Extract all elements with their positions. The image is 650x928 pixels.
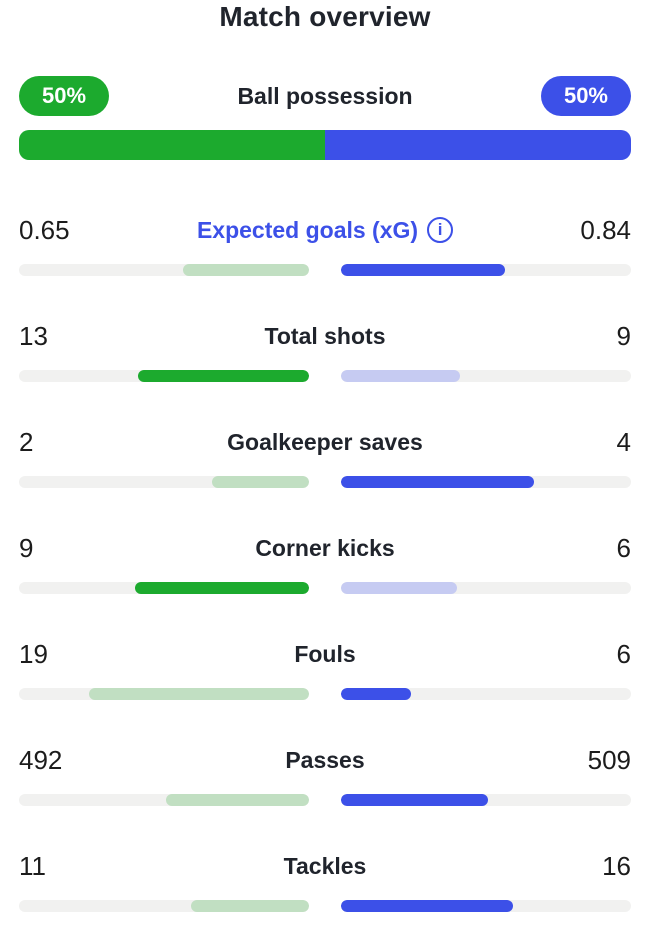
- home-bar-track: [19, 688, 309, 700]
- stat-head: 2 Goalkeeper saves 4: [19, 427, 631, 457]
- stat-bars: [19, 794, 631, 806]
- page-title: Match overview: [219, 1, 431, 32]
- stat-bars: [19, 688, 631, 700]
- possession-header: 50% Ball possession 50%: [19, 76, 631, 116]
- stat-head: 0.65 Expected goals (xG) i 0.84: [19, 215, 631, 245]
- stat-label-text: Passes: [285, 746, 365, 773]
- home-bar-fill: [190, 900, 309, 912]
- home-value: 11: [19, 851, 46, 881]
- away-bar-fill: [341, 370, 460, 382]
- stat-row: 492 Passes 509: [19, 745, 631, 806]
- stat-label-text: Fouls: [294, 640, 356, 667]
- away-value: 16: [602, 851, 631, 881]
- home-value: 19: [19, 639, 48, 669]
- away-value: 4: [616, 427, 631, 457]
- away-bar-fill: [341, 794, 489, 806]
- home-possession-badge: 50%: [19, 76, 110, 116]
- home-bar-track: [19, 900, 309, 912]
- stat-label-text: Total shots: [264, 322, 386, 349]
- away-value: 6: [616, 639, 631, 669]
- stat-head: 13 Total shots 9: [19, 321, 631, 351]
- info-icon[interactable]: i: [427, 217, 454, 243]
- stat-bars: [19, 582, 631, 594]
- home-bar-track: [19, 264, 309, 276]
- home-bar-track: [19, 370, 309, 382]
- away-bar-fill: [341, 476, 535, 488]
- away-bar-track: [341, 476, 631, 488]
- stat-bars: [19, 370, 631, 382]
- stat-row: 19 Fouls 6: [19, 639, 631, 700]
- away-bar-track: [341, 264, 631, 276]
- home-value: 2: [19, 427, 34, 457]
- home-value: 492: [19, 745, 63, 775]
- stat-label-text: Tackles: [283, 852, 367, 879]
- away-bar-track: [341, 900, 631, 912]
- home-bar-track: [19, 794, 309, 806]
- home-value: 0.65: [19, 215, 70, 245]
- stat-label: Goalkeeper saves: [227, 429, 423, 456]
- stat-row: 11 Tackles 16: [19, 851, 631, 912]
- stats-list: 0.65 Expected goals (xG) i 0.84 13 Total…: [19, 215, 631, 912]
- away-bar-track: [341, 370, 631, 382]
- stat-label: Passes: [285, 747, 364, 774]
- stat-label: Tackles: [284, 853, 367, 880]
- away-bar-track: [341, 688, 631, 700]
- stat-bars: [19, 476, 631, 488]
- home-bar-track: [19, 582, 309, 594]
- possession-bar-away: [325, 130, 631, 160]
- away-bar-fill: [341, 900, 513, 912]
- stat-row: 9 Corner kicks 6: [19, 533, 631, 594]
- stat-row: 0.65 Expected goals (xG) i 0.84: [19, 215, 631, 276]
- stat-row: 2 Goalkeeper saves 4: [19, 427, 631, 488]
- home-bar-fill: [182, 264, 309, 276]
- stat-label: Corner kicks: [255, 535, 394, 562]
- away-value: 6: [616, 533, 631, 563]
- away-value: 0.84: [580, 215, 631, 245]
- stat-bars: [19, 264, 631, 276]
- stat-head: 11 Tackles 16: [19, 851, 631, 881]
- stat-bars: [19, 900, 631, 912]
- away-bar-fill: [341, 582, 457, 594]
- stat-head: 492 Passes 509: [19, 745, 631, 775]
- away-bar-fill: [341, 688, 411, 700]
- stat-label-text: Corner kicks: [255, 534, 395, 561]
- stat-head: 19 Fouls 6: [19, 639, 631, 669]
- stat-label: Total shots: [265, 323, 386, 350]
- stat-row: 13 Total shots 9: [19, 321, 631, 382]
- possession-bar-home: [19, 130, 325, 160]
- away-bar-track: [341, 794, 631, 806]
- home-bar-fill: [137, 370, 309, 382]
- stat-label: Fouls: [294, 641, 355, 668]
- stat-label-text: Expected goals (xG): [196, 216, 419, 243]
- home-value: 13: [19, 321, 48, 351]
- home-bar-fill: [212, 476, 309, 488]
- home-value: 9: [19, 533, 34, 563]
- away-value: 509: [587, 745, 631, 775]
- home-bar-track: [19, 476, 309, 488]
- stat-head: 9 Corner kicks 6: [19, 533, 631, 563]
- away-bar-fill: [341, 264, 505, 276]
- away-value: 9: [616, 321, 631, 351]
- home-bar-fill: [135, 582, 309, 594]
- home-bar-fill: [166, 794, 309, 806]
- possession-bar: [19, 130, 631, 160]
- home-bar-fill: [88, 688, 309, 700]
- stat-label-text: Goalkeeper saves: [227, 428, 423, 455]
- away-possession-badge: 50%: [540, 76, 631, 116]
- stat-label: Expected goals (xG) i: [196, 216, 454, 244]
- possession-label: Ball possession: [237, 82, 413, 109]
- away-bar-track: [341, 582, 631, 594]
